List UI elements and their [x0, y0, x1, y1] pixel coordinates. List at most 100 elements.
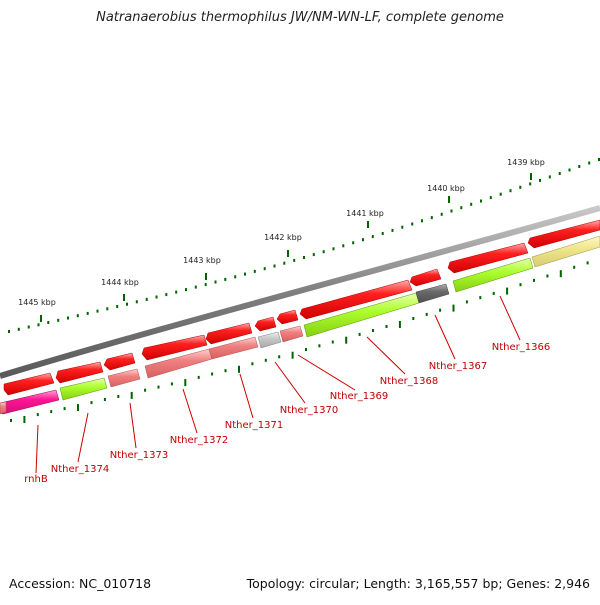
- lower-tick: [278, 355, 281, 359]
- cds-block[interactable]: [257, 331, 282, 349]
- cds-block[interactable]: [452, 257, 534, 293]
- scale-dot: [558, 172, 561, 175]
- scale-dot: [234, 275, 237, 279]
- gene-label-nther-1371[interactable]: Nther_1371: [225, 420, 283, 431]
- scale-dot: [194, 285, 197, 289]
- scale-dot: [185, 288, 187, 292]
- lower-tick: [479, 296, 482, 300]
- scale-dot: [421, 219, 423, 223]
- lower-tick: [36, 413, 39, 417]
- gene-label-nther-1368[interactable]: Nther_1368: [380, 376, 438, 387]
- gene-label-nther-1370[interactable]: Nther_1370: [280, 405, 338, 416]
- lower-tick: [398, 321, 401, 328]
- gene-arrow[interactable]: [3, 372, 55, 396]
- accession-text: Accession: NC_010718: [9, 576, 152, 591]
- gene-arrow[interactable]: [103, 352, 136, 371]
- scale-label-1444: 1444 kbp: [101, 278, 139, 287]
- cds-block[interactable]: [531, 235, 600, 268]
- gene-arrow[interactable]: [141, 334, 208, 361]
- lower-tick: [23, 416, 26, 423]
- scale-dot: [460, 206, 463, 210]
- lower-tick: [439, 308, 442, 312]
- cds-block[interactable]: [0, 401, 7, 415]
- gene-label-nther-1374[interactable]: Nther_1374: [51, 464, 109, 475]
- kbp-scale: 1439 kbp 1440 kbp 1441 kbp 1442 kbp 1443…: [8, 158, 600, 333]
- scale-dot: [480, 199, 482, 203]
- scale-dot: [401, 225, 404, 229]
- lower-tick: [533, 278, 535, 282]
- scale-dot: [450, 209, 453, 213]
- gene-arrow[interactable]: [409, 268, 442, 287]
- lower-tick: [465, 300, 468, 304]
- scale-dot: [86, 311, 89, 315]
- lower-tick: [506, 287, 509, 295]
- scale-dot: [263, 267, 266, 271]
- forward-genes: [3, 219, 600, 396]
- lower-tick: [358, 332, 361, 336]
- lower-tick: [170, 382, 173, 386]
- gene-arrow[interactable]: [276, 309, 299, 325]
- cds-block[interactable]: [59, 377, 108, 401]
- scale-dot: [57, 318, 60, 322]
- lower-tick: [492, 291, 495, 295]
- scale-dot: [135, 300, 138, 304]
- lower-tick: [77, 404, 79, 412]
- lower-tick: [425, 312, 428, 316]
- scale-dot: [440, 212, 443, 216]
- lower-tick: [372, 329, 374, 332]
- scale-dots: [8, 158, 600, 333]
- cds-block[interactable]: [0, 389, 60, 415]
- lower-tick: [586, 261, 589, 265]
- scale-dot: [126, 302, 128, 306]
- scale-dot: [342, 244, 345, 248]
- gene-label-nther-1369[interactable]: Nther_1369: [330, 391, 388, 402]
- lower-tick: [264, 358, 267, 362]
- scale-dot: [67, 316, 69, 320]
- lower-tick: [144, 388, 147, 392]
- cds-block[interactable]: [415, 283, 450, 304]
- cds-block[interactable]: [208, 336, 259, 360]
- scale-dot: [391, 228, 394, 232]
- gene-label-nther-1372[interactable]: Nther_1372: [170, 435, 228, 446]
- lower-tick: [251, 362, 254, 366]
- scale-dot: [27, 325, 30, 329]
- scale-dot: [509, 189, 512, 193]
- cds-track: [0, 235, 600, 415]
- gene-label-nther-1367[interactable]: Nther_1367: [429, 361, 487, 372]
- lower-tick: [519, 283, 522, 287]
- scale-dot: [381, 232, 384, 235]
- lower-tick: [184, 379, 187, 387]
- lower-tick: [90, 401, 93, 405]
- cds-block[interactable]: [279, 325, 304, 343]
- gene-arrow[interactable]: [205, 322, 253, 345]
- gene-arrow[interactable]: [447, 242, 529, 274]
- scale-dot: [204, 283, 207, 287]
- gene-label-nther-1366[interactable]: Nther_1366: [492, 342, 550, 353]
- scale-dot: [47, 321, 50, 324]
- scale-dot: [155, 295, 158, 299]
- lower-tick: [573, 265, 576, 269]
- lower-tick: [50, 410, 53, 414]
- gene-label-nther-1373[interactable]: Nther_1373: [110, 450, 168, 461]
- scale-dot: [116, 305, 119, 308]
- lower-tick: [103, 398, 106, 401]
- gene-label-rnhb[interactable]: rnhB: [24, 474, 48, 485]
- scale-dot: [106, 307, 109, 311]
- gene-arrow[interactable]: [527, 219, 600, 249]
- scale-label-1445: 1445 kbp: [18, 298, 56, 307]
- scale-dot: [303, 256, 305, 259]
- scale-dot: [489, 196, 492, 200]
- scale-dot: [273, 264, 276, 268]
- gene-arrow[interactable]: [55, 361, 104, 384]
- scale-dot: [362, 238, 364, 242]
- gene-arrow[interactable]: [254, 316, 277, 332]
- gene-arrow[interactable]: [299, 279, 413, 320]
- scale-label-1443: 1443 kbp: [183, 256, 221, 265]
- lower-tick: [318, 344, 321, 348]
- lower-tick: [211, 372, 214, 376]
- scale-dot: [224, 277, 227, 281]
- lower-tick: [63, 407, 66, 411]
- scale-label-1440: 1440 kbp: [427, 184, 465, 193]
- cds-block[interactable]: [107, 368, 141, 388]
